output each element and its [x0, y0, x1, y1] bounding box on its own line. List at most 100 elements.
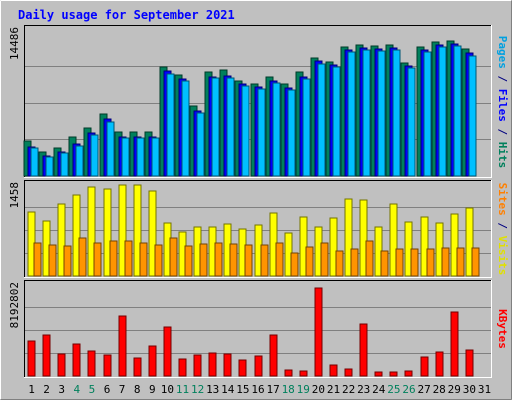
panel-top-legend: Pages / Files / Hits — [496, 36, 509, 169]
bar-sites-day-29 — [456, 247, 465, 277]
bar-visits-day-6 — [103, 188, 112, 277]
bar-sites-day-13 — [214, 242, 223, 277]
x-tick-label-day-3: 3 — [58, 383, 65, 396]
legend-entry: Sites — [496, 183, 509, 216]
bar-sites-day-3 — [63, 245, 72, 277]
bar-kbytes-day-7 — [118, 315, 127, 377]
legend-entry: Visits — [496, 236, 509, 276]
bar-pages-day-6 — [106, 121, 115, 177]
bar-pages-day-14 — [226, 77, 235, 177]
legend-entry: Pages — [496, 36, 509, 69]
x-tick-label-day-9: 9 — [149, 383, 156, 396]
panels-layer: 14486 Pages / Files / Hits 1458 Sites / Vis… — [8, 25, 509, 378]
bar-sites-day-12 — [199, 243, 208, 277]
x-tick-label-day-5: 5 — [89, 383, 96, 396]
x-tick-label-day-8: 8 — [134, 383, 141, 396]
bar-kbytes-day-1 — [27, 340, 36, 377]
bar-sites-day-20 — [320, 242, 329, 277]
bar-sites-day-25 — [395, 248, 404, 277]
bar-pages-day-13 — [211, 77, 220, 177]
bar-kbytes-day-13 — [208, 352, 217, 377]
x-tick-label-day-22: 22 — [342, 383, 355, 396]
x-tick-label-day-16: 16 — [251, 383, 264, 396]
bar-kbytes-day-29 — [450, 311, 459, 377]
series-pages — [30, 45, 477, 177]
bar-pages-day-27 — [423, 51, 432, 177]
legend-entry: / — [496, 216, 509, 236]
bar-sites-day-16 — [260, 244, 269, 277]
bar-kbytes-day-9 — [148, 345, 157, 377]
bar-visits-day-29 — [450, 213, 459, 277]
series-kbytes — [27, 287, 474, 377]
bar-sites-day-5 — [93, 242, 102, 277]
x-tick-label-day-24: 24 — [372, 383, 386, 396]
bar-visits-day-21 — [329, 217, 338, 277]
bar-kbytes-day-15 — [238, 359, 247, 377]
bar-sites-day-23 — [365, 240, 374, 277]
bar-kbytes-day-3 — [57, 353, 66, 377]
x-tick-label-day-11: 11 — [176, 383, 189, 396]
bar-visits-day-9 — [148, 190, 157, 277]
bar-sites-day-19 — [305, 246, 314, 277]
bar-sites-day-1 — [33, 242, 42, 277]
x-tick-label-day-21: 21 — [327, 383, 340, 396]
chart-title: Daily usage for September 2021 — [18, 8, 235, 22]
bar-sites-day-26 — [410, 248, 419, 277]
x-tick-label-day-25: 25 — [387, 383, 400, 396]
bar-sites-day-27 — [426, 248, 435, 277]
bar-pages-day-26 — [407, 67, 416, 177]
bar-kbytes-day-4 — [72, 343, 81, 377]
bar-kbytes-day-24 — [374, 371, 383, 377]
bar-kbytes-day-19 — [299, 370, 308, 377]
bar-sites-day-15 — [244, 244, 253, 277]
bar-visits-day-23 — [359, 199, 368, 277]
bar-kbytes-day-22 — [344, 368, 353, 377]
bar-kbytes-day-12 — [193, 354, 202, 377]
x-tick-label-day-29: 29 — [448, 383, 461, 396]
bar-sites-day-18 — [290, 252, 299, 277]
bar-sites-day-14 — [229, 243, 238, 277]
x-tick-label-day-6: 6 — [104, 383, 111, 396]
x-tick-label-day-28: 28 — [433, 383, 446, 396]
panel-bottom-ymax-label: 8192802 — [8, 282, 21, 328]
bar-sites-day-7 — [124, 240, 133, 277]
bar-pages-day-2 — [45, 156, 54, 177]
bar-sites-day-8 — [139, 242, 148, 277]
bar-pages-day-12 — [196, 112, 205, 177]
panel-top: 14486 Pages / Files / Hits — [8, 25, 509, 178]
bar-pages-day-22 — [347, 51, 356, 177]
bar-kbytes-day-18 — [284, 369, 293, 377]
x-tick-label-day-4: 4 — [73, 383, 80, 396]
bar-pages-day-19 — [302, 78, 311, 177]
bar-sites-day-9 — [154, 244, 163, 277]
bar-visits-day-27 — [420, 216, 429, 277]
bar-sites-day-22 — [350, 248, 359, 277]
bar-pages-day-23 — [362, 49, 371, 177]
bar-kbytes-day-30 — [465, 349, 474, 377]
panel-bottom: 8192802 KBytes — [8, 280, 509, 378]
bar-pages-day-8 — [136, 137, 145, 177]
bar-sites-day-10 — [169, 237, 178, 277]
x-tick-label-day-27: 27 — [417, 383, 430, 396]
legend-entry: Files — [496, 89, 509, 122]
bar-sites-day-11 — [184, 245, 193, 277]
bar-sites-day-6 — [109, 240, 118, 277]
bar-pages-day-15 — [241, 85, 250, 177]
bar-pages-day-24 — [377, 50, 386, 177]
bar-pages-day-3 — [60, 152, 69, 177]
bar-kbytes-day-2 — [42, 334, 51, 377]
x-tick-label-day-26: 26 — [402, 383, 415, 396]
bar-sites-day-21 — [335, 250, 344, 277]
bar-pages-day-30 — [468, 55, 477, 177]
bar-kbytes-day-10 — [163, 326, 172, 377]
bar-visits-day-7 — [118, 184, 127, 277]
bar-pages-day-18 — [287, 89, 296, 177]
bar-kbytes-day-20 — [314, 287, 323, 377]
bar-sites-day-4 — [78, 237, 87, 277]
legend-entry: KBytes — [496, 309, 509, 349]
bar-kbytes-day-8 — [133, 357, 142, 377]
panel-top-ymax-label: 14486 — [8, 27, 21, 60]
bar-pages-day-28 — [438, 46, 447, 177]
bar-sites-day-24 — [380, 250, 389, 277]
